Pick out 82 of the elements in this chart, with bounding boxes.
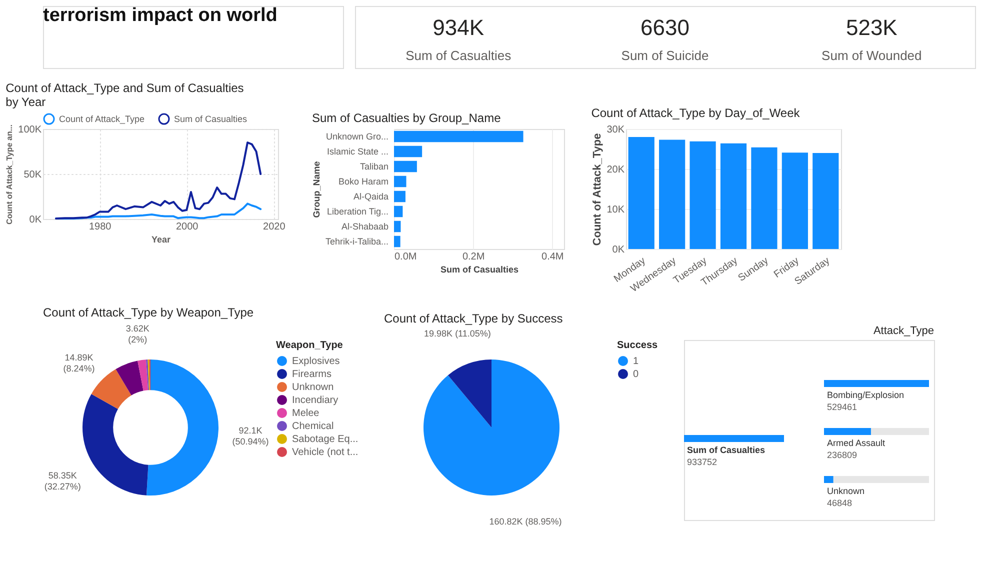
x-tick-label: 0.2M [462,252,485,262]
y-tick-label: Islamic State ... [326,146,388,156]
chart-title: Count of Attack_Type by Weapon_Type [43,306,254,320]
x-tick-label: 2020 [263,222,286,232]
x-tick-label: 2000 [176,222,199,232]
data-label: 529461 [827,402,858,412]
legend-label: Sum of Casualties [174,114,248,124]
legend-label: Vehicle (not t... [292,447,358,458]
donut-slice [116,360,144,396]
legend-label: Chemical [292,421,334,432]
text: 6630 [640,15,690,40]
y-tick-label: 30K [606,124,625,136]
chart-title: Sum of Casualties by Group_Name [312,111,502,125]
bar [812,153,839,249]
y-tick-label: Tehrik-i-Taliba... [325,236,388,246]
data-label: 14.89K (8.24%) [63,352,95,374]
bar [690,141,716,249]
data-label: 3.62K (2%) [126,323,150,344]
category-label: Bombing/Explosion [827,390,904,400]
chart-title: Count of Attack_Type by Day_of_Week [591,106,801,120]
data-label: 933752 [687,457,718,467]
legend-label: Melee [292,408,320,419]
category-label: Sum of Suicide [621,48,709,63]
x-axis-title: Sum of Casualties [440,264,519,274]
legend-label: Count of Attack_Type [59,114,145,124]
category-label: Unknown [827,486,865,496]
category-label: Sum of Casualties [406,48,512,63]
data-label: 58.35K (32.27%) [44,470,81,492]
y-tick-label: 50K [24,170,42,180]
y-tick-label: Liberation Tig... [326,206,388,216]
data-label: 160.82K (88.95%) [489,516,562,527]
legend-title: Success [617,340,658,351]
data-label: 46848 [827,498,852,508]
y-tick-label: Al-Shabaab [341,222,388,232]
y-axis-title: Group_Name [311,161,322,218]
y-axis-title: Count of Attack_Type [592,133,604,246]
y-tick-label: Unknown Gro... [326,132,388,142]
donut-slice [82,394,148,496]
legend-title: Weapon_Type [276,340,344,351]
text: Attack_Type [873,325,934,337]
text: 934K [432,15,484,40]
chart-title: Count of Attack_Type and Sum of Casualties by Year [6,81,244,109]
data-label: 19.98K (11.05%) [424,328,491,338]
bar [751,147,778,249]
y-tick-label: 10K [606,204,625,216]
legend-label: Explosives [292,356,340,367]
line-series [55,142,262,220]
y-tick-label: 100K [18,124,42,136]
bar [782,152,808,249]
x-tick-label: 0.0M [394,252,417,262]
legend-label: Incendiary [292,395,338,406]
x-axis-title: Year [151,234,171,244]
category-label: Sum of Wounded [822,48,922,63]
y-axis-title: Count of Attack_Type an... [5,124,14,225]
y-tick-label: 0K [612,244,625,256]
bar [628,137,654,249]
category-label: Sum of Casualties [687,445,766,455]
y-tick-label: 0K [29,214,42,226]
y-tick-label: Al-Qaida [353,192,388,202]
y-tick-label: Boko Haram [338,176,388,186]
text: terrorism impact on world [43,5,278,26]
legend-label: 0 [633,369,639,380]
bar [659,140,686,249]
data-label: 92.1K (50.94%) [232,425,269,446]
pie-slice [448,360,492,428]
donut-slice [138,360,148,391]
donut-slice [146,360,218,496]
x-tick-label: 0.4M [542,252,564,262]
y-tick-label: 20K [606,164,625,176]
y-tick-label: Taliban [360,162,388,172]
legend-label: 1 [633,356,639,367]
chart-title: Count of Attack_Type by Success [384,311,563,326]
legend-label: Unknown [292,382,334,393]
pie-slice [424,360,560,496]
legend-label: Sabotage Eq... [292,434,358,445]
bar [720,143,747,249]
legend-label: Firearms [292,369,332,380]
x-tick-label: 1980 [88,222,112,232]
category-label: Armed Assault [827,438,886,448]
donut-slice [146,360,149,390]
data-label: 236809 [827,450,858,460]
text: 523K [846,15,898,40]
